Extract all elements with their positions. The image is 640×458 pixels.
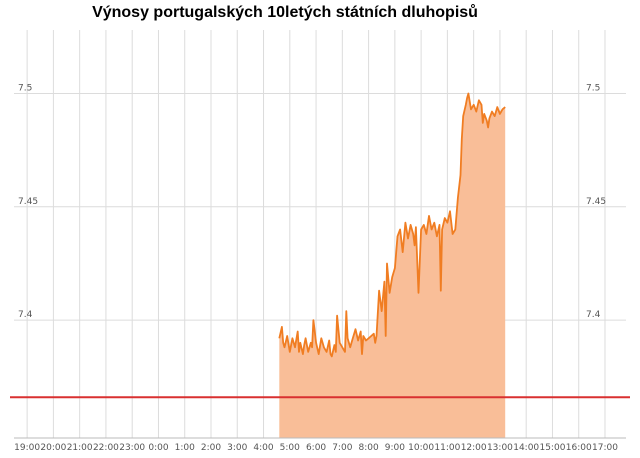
x-tick-label: 20:00 xyxy=(40,443,66,453)
x-tick-label: 7:00 xyxy=(332,443,352,453)
y-tick-label-left: 7.45 xyxy=(18,197,38,207)
x-tick-label: 0:00 xyxy=(148,443,168,453)
x-tick-label: 4:00 xyxy=(253,443,273,453)
x-tick-label: 2:00 xyxy=(201,443,221,453)
x-tick-label: 6:00 xyxy=(306,443,326,453)
axes-group: 19:00 20:00 21:00 22:00 23:00 0:00 1:00 2:00 3:0… xyxy=(14,83,626,453)
x-tick-label: 10:00 xyxy=(408,443,434,453)
area-fill-group xyxy=(279,93,506,438)
x-tick-label: 22:00 xyxy=(93,443,119,453)
x-tick-label: 16:00 xyxy=(566,443,592,453)
x-tick-label: 12:00 xyxy=(461,443,487,453)
x-tick-label: 14:00 xyxy=(513,443,539,453)
x-tick-label: 23:00 xyxy=(119,443,145,453)
x-tick-label: 21:00 xyxy=(67,443,93,453)
y-tick-label-right: 7.5 xyxy=(586,83,600,93)
x-tick-label: 3:00 xyxy=(227,443,247,453)
x-tick-label: 9:00 xyxy=(385,443,405,453)
x-tick-label: 17:00 xyxy=(592,443,618,453)
y-tick-label-left: 7.4 xyxy=(18,310,33,320)
y-tick-label-right: 7.4 xyxy=(586,310,601,320)
x-tick-label: 8:00 xyxy=(358,443,378,453)
x-tick-label: 15:00 xyxy=(539,443,565,453)
chart-title: Výnosy portugalských 10letých státních d… xyxy=(0,4,640,22)
x-tick-label: 13:00 xyxy=(487,443,513,453)
area-fill xyxy=(279,93,506,438)
series-line xyxy=(278,92,506,358)
chart-title-text: Výnosy portugalských 10letých státních d… xyxy=(92,4,478,21)
x-tick-label: 19:00 xyxy=(14,443,40,453)
x-tick-label: 1:00 xyxy=(175,443,195,453)
x-tick-label: 11:00 xyxy=(434,443,460,453)
y-tick-label-right: 7.45 xyxy=(586,197,606,207)
yield-line-group xyxy=(278,92,506,358)
x-tick-label: 5:00 xyxy=(280,443,300,453)
y-tick-label-left: 7.5 xyxy=(18,83,32,93)
